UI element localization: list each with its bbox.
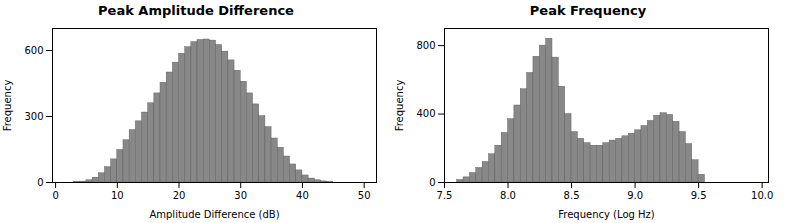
svg-text:30: 30: [234, 190, 247, 201]
svg-text:Frequency: Frequency: [2, 80, 13, 132]
svg-text:50: 50: [358, 190, 371, 201]
svg-text:Frequency (Log Hz): Frequency (Log Hz): [558, 209, 655, 220]
svg-text:40: 40: [296, 190, 309, 201]
svg-text:600: 600: [24, 45, 43, 56]
svg-text:Frequency: Frequency: [394, 80, 405, 132]
svg-text:10.0: 10.0: [751, 190, 773, 201]
svg-text:7.5: 7.5: [437, 190, 453, 201]
svg-text:9.0: 9.0: [627, 190, 643, 201]
svg-text:0: 0: [429, 177, 435, 188]
svg-text:20: 20: [173, 190, 186, 201]
svg-text:10: 10: [111, 190, 124, 201]
html-text:Peak Frequency: Peak Frequency: [529, 3, 647, 18]
svg-text:800: 800: [416, 40, 435, 51]
svg-text:0: 0: [52, 190, 58, 201]
svg-text:0: 0: [37, 177, 43, 188]
html-text:Peak Amplitude Difference: Peak Amplitude Difference: [98, 3, 294, 18]
svg-text:8.0: 8.0: [500, 190, 516, 201]
svg-text:300: 300: [24, 111, 43, 122]
svg-text:8.5: 8.5: [564, 190, 580, 201]
svg-text:400: 400: [416, 108, 435, 119]
svg-text:9.5: 9.5: [691, 190, 707, 201]
svg-text:Amplitude Difference (dB): Amplitude Difference (dB): [149, 209, 279, 220]
